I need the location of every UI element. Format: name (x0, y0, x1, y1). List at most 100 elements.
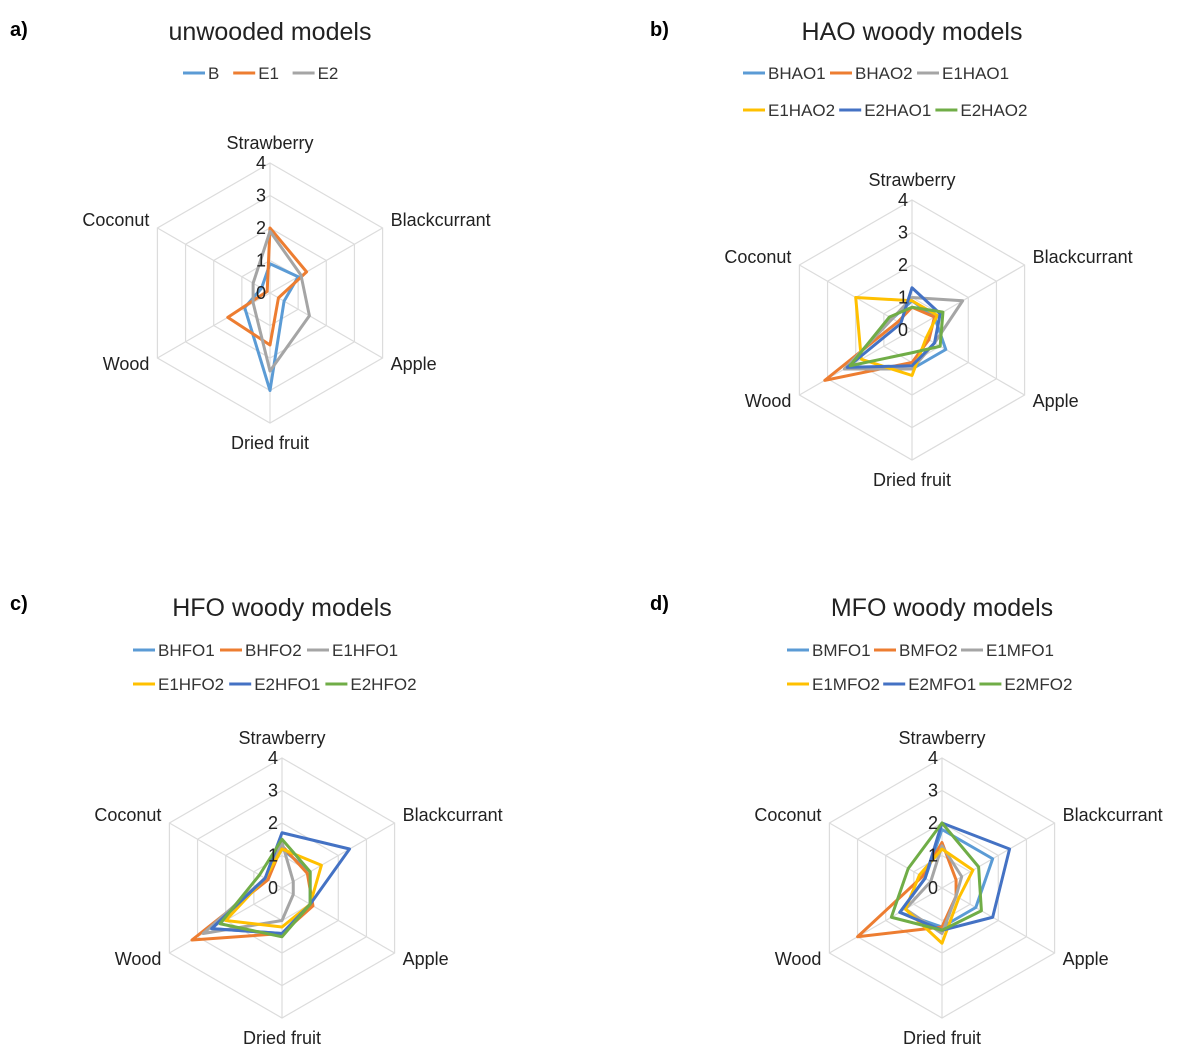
axis-label-coconut: Coconut (82, 210, 149, 230)
tick-label: 2 (928, 813, 938, 833)
legend-label-e1: E1 (258, 64, 279, 83)
series-bmfo2 (856, 841, 958, 939)
legend-label-e2mfo1: E2MFO1 (908, 675, 976, 694)
tick-label: 2 (268, 813, 278, 833)
tick-label: 4 (268, 748, 278, 768)
series-e1mfo2 (903, 847, 975, 945)
legend-label-e1hao2: E1HAO2 (768, 101, 835, 120)
grid (798, 199, 1026, 461)
legend-label-bhao1: BHAO1 (768, 64, 826, 83)
legend-label-e2mfo2: E2MFO2 (1004, 675, 1072, 694)
panel-letter: d) (650, 593, 669, 615)
grid-spoke (281, 887, 395, 954)
tick-label: 0 (268, 878, 278, 898)
chart-title: HAO woody models (802, 18, 1023, 46)
axis-label-blackcurrant: Blackcurrant (403, 805, 503, 825)
panel-letter: c) (10, 593, 28, 615)
axis-label-blackcurrant: Blackcurrant (391, 210, 491, 230)
legend-label-e2hfo2: E2HFO2 (350, 675, 416, 694)
axis-label-apple: Apple (391, 354, 437, 374)
grid-spoke (269, 227, 383, 294)
axis-label-blackcurrant: Blackcurrant (1063, 805, 1163, 825)
chart-title: unwooded models (169, 18, 372, 46)
legend-label-e1mfo2: E1MFO2 (812, 675, 880, 694)
axis-label-wood: Wood (745, 391, 792, 411)
series-b (243, 262, 300, 392)
grid-spoke (157, 292, 271, 359)
axis-label-apple: Apple (1033, 391, 1079, 411)
axis-label-strawberry: Strawberry (868, 170, 955, 190)
tick-label: 3 (256, 186, 266, 206)
axis-label-coconut: Coconut (754, 805, 821, 825)
tick-label: 1 (256, 251, 266, 271)
tick-label: 3 (928, 781, 938, 801)
axis-label-strawberry: Strawberry (898, 728, 985, 748)
grid-spoke (911, 264, 1025, 331)
axis-label-dried-fruit: Dried fruit (903, 1028, 981, 1048)
series-e1hao2 (854, 296, 939, 377)
tick-label: 1 (268, 846, 278, 866)
axis-label-blackcurrant: Blackcurrant (1033, 247, 1133, 267)
grid-spoke (911, 329, 1025, 396)
legend-label-bhfo1: BHFO1 (158, 641, 215, 660)
series-e2hfo1 (210, 831, 352, 935)
axis-label-coconut: Coconut (724, 247, 791, 267)
legend-label-e2hao2: E2HAO2 (960, 101, 1027, 120)
legend-label-bmfo2: BMFO2 (899, 641, 958, 660)
series-bhao2 (823, 305, 937, 382)
grid-spoke (799, 329, 913, 396)
grid-spoke (281, 822, 395, 889)
tick-label: 1 (898, 288, 908, 308)
axis-label-dried-fruit: Dried fruit (243, 1028, 321, 1048)
tick-label: 4 (898, 190, 908, 210)
tick-label: 3 (898, 223, 908, 243)
series-e2mfo2 (889, 821, 983, 932)
legend-label-e1hfo2: E1HFO2 (158, 675, 224, 694)
axis-label-wood: Wood (115, 949, 162, 969)
grid-spoke (169, 822, 283, 889)
tick-label: 0 (256, 283, 266, 303)
axis-label-dried-fruit: Dried fruit (873, 470, 951, 490)
axis-label-coconut: Coconut (94, 805, 161, 825)
series-e2hfo2 (218, 837, 312, 939)
axis-label-wood: Wood (775, 949, 822, 969)
axis-label-apple: Apple (1063, 949, 1109, 969)
axis-label-strawberry: Strawberry (226, 133, 313, 153)
tick-label: 4 (928, 748, 938, 768)
tick-label: 2 (256, 218, 266, 238)
grid-spoke (829, 887, 943, 954)
chart-title: HFO woody models (172, 594, 392, 622)
tick-label: 0 (898, 320, 908, 340)
legend-label-e2hfo1: E2HFO1 (254, 675, 320, 694)
tick-label: 2 (898, 255, 908, 275)
axis-label-strawberry: Strawberry (238, 728, 325, 748)
legend-label-bhao2: BHAO2 (855, 64, 913, 83)
legend-label-e1hfo1: E1HFO1 (332, 641, 398, 660)
grid-spoke (269, 292, 383, 359)
axis-label-wood: Wood (103, 354, 150, 374)
tick-label: 4 (256, 153, 266, 173)
legend-label-bhfo2: BHFO2 (245, 641, 302, 660)
legend-label-e2hao1: E2HAO1 (864, 101, 931, 120)
grid-spoke (157, 227, 271, 294)
tick-label: 1 (928, 846, 938, 866)
series-e2hao1 (845, 286, 942, 369)
series-e1mfo1 (903, 844, 964, 935)
grid (828, 757, 1056, 1019)
axis-label-apple: Apple (403, 949, 449, 969)
legend-label-bmfo1: BMFO1 (812, 641, 871, 660)
series-e2hao2 (848, 305, 945, 368)
legend-label-e1mfo1: E1MFO1 (986, 641, 1054, 660)
legend-label-b: B (208, 64, 219, 83)
series-e2 (251, 229, 311, 373)
panel-letter: b) (650, 19, 669, 41)
series-e1hao1 (842, 296, 965, 371)
grid (168, 757, 396, 1019)
grid-spoke (941, 887, 1055, 954)
tick-label: 3 (268, 781, 278, 801)
